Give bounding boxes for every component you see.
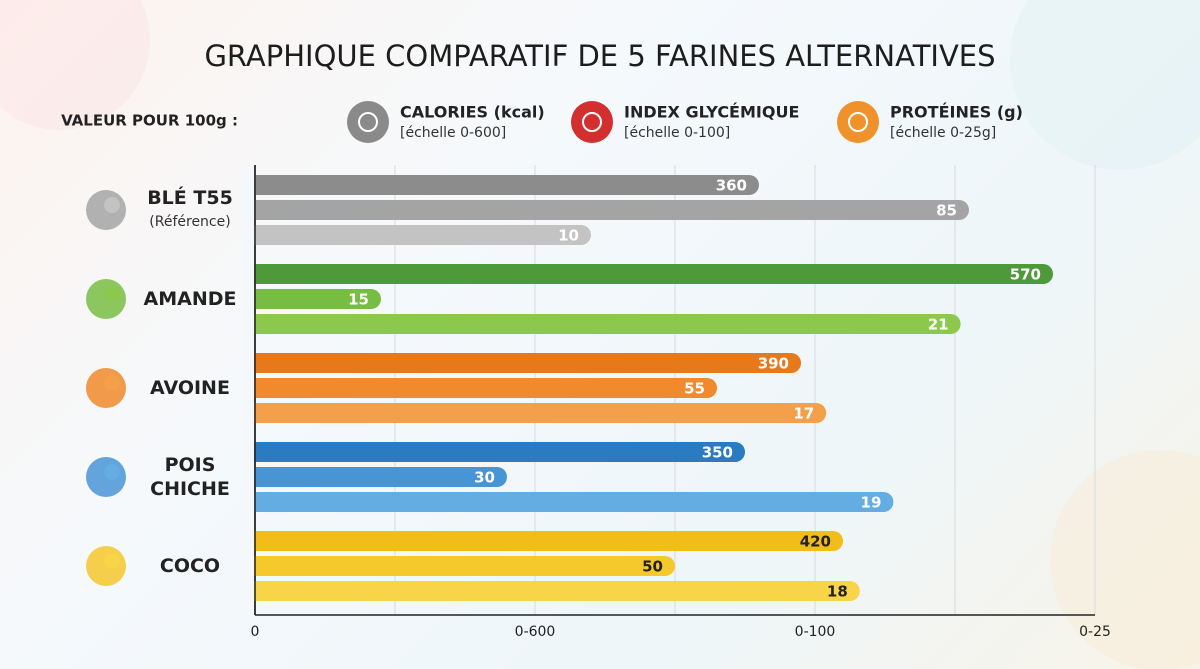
value-label: 570: [1010, 266, 1041, 284]
value-label: 50: [642, 558, 663, 576]
bar: [245, 378, 717, 398]
value-label: 19: [861, 494, 882, 512]
bar: [245, 581, 860, 601]
legend-scale: [échelle 0-100]: [624, 125, 730, 141]
bar: [245, 289, 381, 309]
bar: [245, 175, 759, 195]
legend-icon-inner: [848, 112, 868, 132]
legend-scale: [échelle 0-25g]: [890, 125, 996, 141]
bar: [245, 531, 843, 551]
legend-label: VALEUR POUR 100g :: [61, 112, 238, 130]
category-label: AVOINE: [150, 377, 230, 399]
bar: [245, 442, 745, 462]
category-icon-detail: [104, 464, 120, 480]
value-label: 18: [827, 583, 848, 601]
chart-title: GRAPHIQUE COMPARATIF DE 5 FARINES ALTERN…: [204, 39, 995, 73]
bar: [245, 467, 507, 487]
legend-icon: [571, 101, 613, 143]
decoration: [0, 0, 150, 130]
x-tick-label: 0-600: [515, 624, 556, 640]
value-label: 30: [474, 469, 495, 487]
axis-mask: [243, 165, 254, 615]
bar: [245, 353, 801, 373]
category-label: AMANDE: [143, 288, 237, 310]
value-label: 390: [758, 355, 789, 373]
legend-name: PROTÉINES (g): [890, 103, 1023, 122]
bar: [245, 264, 1053, 284]
decoration: [1010, 0, 1200, 170]
bar: [245, 492, 894, 512]
legend-icon: [837, 101, 879, 143]
bar: [245, 200, 969, 220]
legend-scale: [échelle 0-600]: [400, 125, 506, 141]
reference-note: (Référence): [149, 214, 231, 230]
value-label: 17: [793, 405, 814, 423]
bar: [245, 556, 675, 576]
category-label: POIS CHICHE: [150, 454, 230, 500]
category-label: BLÉ T55: [147, 187, 233, 209]
value-label: 21: [928, 316, 949, 334]
legend-icon: [347, 101, 389, 143]
value-label: 55: [684, 380, 705, 398]
legend-icon-inner: [358, 112, 378, 132]
category-icon-detail: [104, 553, 120, 569]
x-tick-label: 0-25: [1079, 624, 1111, 640]
value-label: 15: [348, 291, 369, 309]
value-label: 420: [800, 533, 831, 551]
legend-icon-inner: [582, 112, 602, 132]
x-tick-label: 0-100: [795, 624, 836, 640]
category-icon-detail: [104, 286, 120, 302]
bar: [245, 403, 827, 423]
category-icon-detail: [104, 197, 120, 213]
bar: [245, 314, 961, 334]
category-label: COCO: [159, 555, 221, 577]
category-icon-detail: [104, 375, 120, 391]
legend-name: INDEX GLYCÉMIQUE: [624, 103, 799, 122]
x-tick-label: 0: [251, 624, 260, 640]
bar: [245, 225, 591, 245]
decoration: [1050, 450, 1200, 669]
value-label: 85: [936, 202, 957, 220]
legend-name: CALORIES (kcal): [400, 103, 545, 122]
value-label: 350: [702, 444, 733, 462]
value-label: 360: [716, 177, 747, 195]
value-label: 10: [558, 227, 579, 245]
